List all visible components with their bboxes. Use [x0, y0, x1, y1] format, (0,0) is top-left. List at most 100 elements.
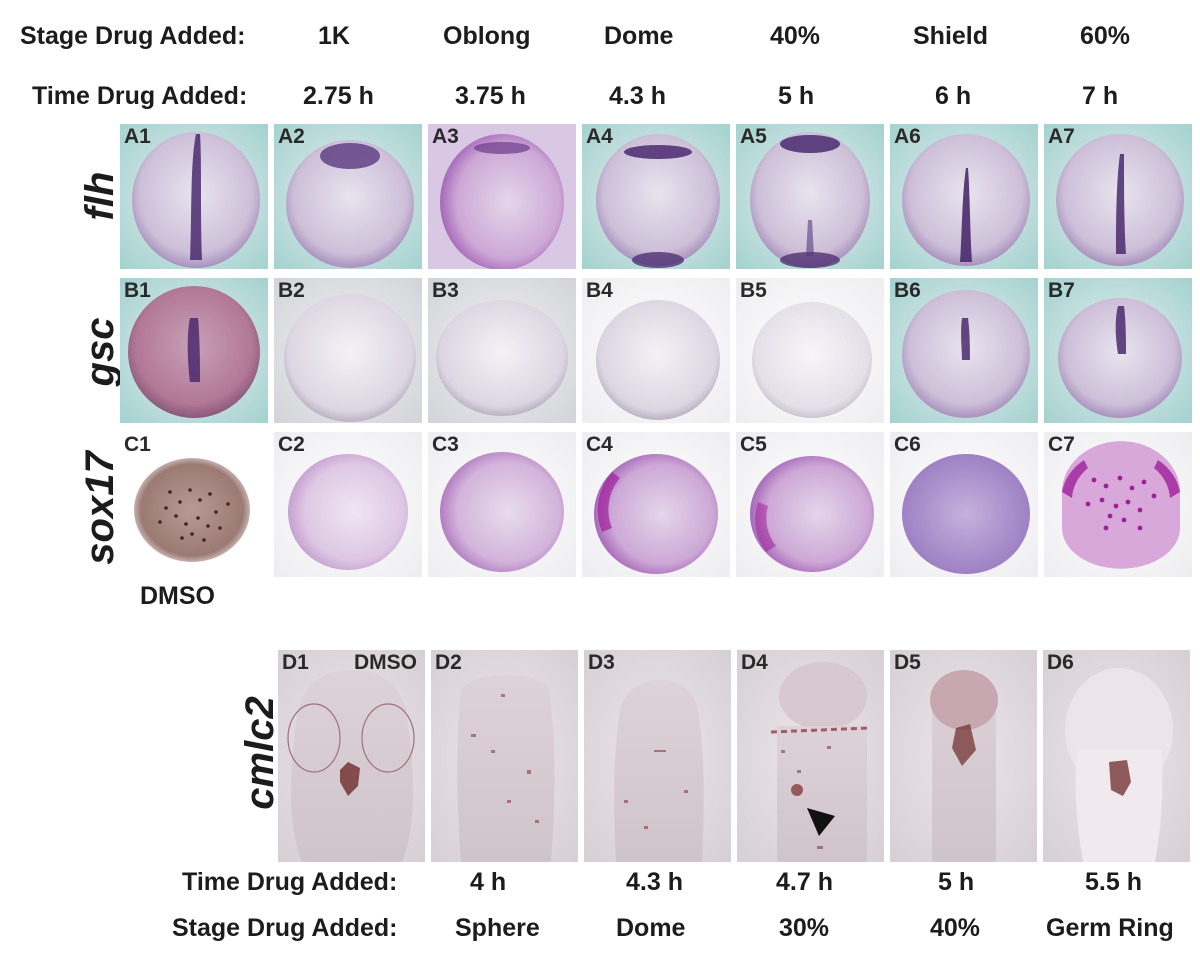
panel-c3: C3 — [428, 432, 576, 577]
embryo-image — [584, 650, 731, 862]
time-2-75h: 2.75 h — [303, 82, 374, 110]
panel-label: A7 — [1048, 125, 1075, 148]
gene-label-flh: flh — [78, 171, 122, 221]
embryo-image — [1043, 650, 1190, 862]
panel-label: B7 — [1048, 279, 1075, 302]
panel-b6: B6 — [890, 278, 1038, 423]
bottom-stage-sphere: Sphere — [455, 914, 540, 942]
panel-label: A6 — [894, 125, 921, 148]
embryo-image — [1044, 124, 1192, 269]
stage-drug-added-label: Stage Drug Added: — [20, 22, 246, 50]
panel-b5: B5 — [736, 278, 884, 423]
panel-label: C2 — [278, 433, 305, 456]
arrowhead-icon — [807, 808, 835, 836]
panel-label: D6 — [1047, 651, 1074, 674]
bottom-stage-40: 40% — [930, 914, 981, 942]
embryo-image — [120, 124, 268, 269]
panel-a4: A4 — [582, 124, 730, 269]
stage-dome: Dome — [604, 22, 674, 50]
embryo-image — [428, 432, 576, 577]
embryo-image — [737, 650, 884, 862]
embryo-image — [428, 124, 576, 269]
panel-label: A1 — [124, 125, 151, 148]
bottom-stage-dome: Dome — [616, 914, 686, 942]
bottom-time-5-5h: 5.5 h — [1085, 868, 1142, 896]
panel-label: B1 — [124, 279, 151, 302]
panel-b1: B1 — [120, 278, 268, 423]
stage-40: 40% — [770, 22, 821, 50]
panel-label: B4 — [586, 279, 613, 302]
embryo-image — [890, 124, 1038, 269]
time-6h: 6 h — [935, 82, 972, 110]
panel-d2: D2 — [431, 650, 578, 862]
embryo-image — [582, 278, 730, 423]
bottom-time-4-7h: 4.7 h — [776, 868, 833, 896]
panel-label: C5 — [740, 433, 767, 456]
panel-label: C7 — [1048, 433, 1075, 456]
panel-label: A2 — [278, 125, 305, 148]
panel-label: C4 — [586, 433, 613, 456]
bottom-time-drug-added-label: Time Drug Added: — [182, 868, 398, 896]
panel-b7: B7 — [1044, 278, 1192, 423]
bottom-stage-30: 30% — [779, 914, 830, 942]
bottom-stage-drug-added-label: Stage Drug Added: — [172, 914, 398, 942]
panel-d6: D6 — [1043, 650, 1190, 862]
embryo-image — [736, 432, 884, 577]
panel-c6: C6 — [890, 432, 1038, 577]
embryo-image — [736, 278, 884, 423]
embryo-image — [274, 432, 422, 577]
embryo-image — [1044, 278, 1192, 423]
bottom-time-5h: 5 h — [938, 868, 975, 896]
panel-c7: C7 — [1044, 432, 1192, 577]
panel-label: B2 — [278, 279, 305, 302]
embryo-image — [274, 124, 422, 269]
dmso-label: DMSO — [140, 582, 215, 610]
panel-label: B5 — [740, 279, 767, 302]
embryo-image — [890, 278, 1038, 423]
panel-c5: C5 — [736, 432, 884, 577]
panel-label: A5 — [740, 125, 767, 148]
embryo-image — [428, 278, 576, 423]
panel-d3: D3 — [584, 650, 731, 862]
stage-60: 60% — [1080, 22, 1131, 50]
panel-label: D4 — [741, 651, 768, 674]
embryo-image — [278, 650, 425, 862]
panel-label: D5 — [894, 651, 921, 674]
panel-label: D3 — [588, 651, 615, 674]
panel-label: D1 — [282, 651, 309, 674]
embryo-image — [890, 432, 1038, 577]
panel-label: B3 — [432, 279, 459, 302]
embryo-image — [582, 124, 730, 269]
stage-shield: Shield — [913, 22, 989, 50]
embryo-image — [1044, 432, 1192, 577]
panel-c1: C1 — [120, 432, 268, 577]
dmso-label: DMSO — [354, 651, 417, 674]
time-4-3h: 4.3 h — [609, 82, 666, 110]
embryo-image — [431, 650, 578, 862]
panel-a3: A3 — [428, 124, 576, 269]
panel-label: A3 — [432, 125, 459, 148]
panel-a2: A2 — [274, 124, 422, 269]
panel-d1: D1 DMSO — [278, 650, 425, 862]
panel-d5: D5 — [890, 650, 1037, 862]
time-5h: 5 h — [778, 82, 815, 110]
gene-label-sox17: sox17 — [78, 451, 122, 565]
panel-b3: B3 — [428, 278, 576, 423]
gene-label-cmlc2: cmlc2 — [238, 696, 282, 810]
embryo-image — [120, 278, 268, 423]
panel-b4: B4 — [582, 278, 730, 423]
stage-oblong: Oblong — [443, 22, 531, 50]
bottom-stage-germ-ring: Germ Ring — [1046, 914, 1174, 942]
time-7h: 7 h — [1082, 82, 1119, 110]
embryo-image — [890, 650, 1037, 862]
panel-c2: C2 — [274, 432, 422, 577]
panel-label: D2 — [435, 651, 462, 674]
time-3-75h: 3.75 h — [455, 82, 526, 110]
gene-label-gsc: gsc — [78, 317, 122, 387]
embryo-image — [274, 278, 422, 423]
embryo-image — [120, 432, 268, 577]
panel-d4: D4 — [737, 650, 884, 862]
panel-a1: A1 — [120, 124, 268, 269]
embryo-image — [582, 432, 730, 577]
panel-a6: A6 — [890, 124, 1038, 269]
